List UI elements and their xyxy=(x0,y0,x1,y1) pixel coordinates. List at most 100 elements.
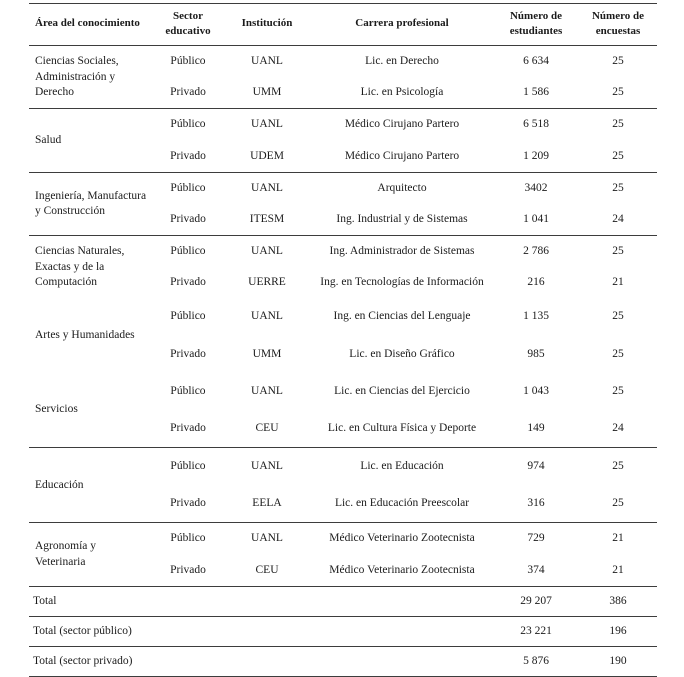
institucion-cell: UDEM xyxy=(250,149,284,162)
carrera-cell: Lic. en Ciencias del Ejercicio xyxy=(334,384,470,397)
header-sector: Sector educativo xyxy=(165,10,211,37)
table-row: Privado ITESM Ing. Industrial y de Siste… xyxy=(29,204,657,236)
sector-cell: Privado xyxy=(170,149,206,162)
encuestas-cell: 25 xyxy=(612,86,624,99)
carrera-cell: Ing. en Tecnologías de Información xyxy=(320,276,484,289)
carrera-cell: Lic. en Derecho xyxy=(365,55,439,68)
table-row: Privado CEU Lic. en Cultura Física y Dep… xyxy=(29,410,657,448)
table-header: Área del conocimiento Sector educativo I… xyxy=(29,4,657,46)
table-row: Salud Público UANL Médico Cirujano Parte… xyxy=(29,109,657,146)
encuestas-cell: 21 xyxy=(612,276,624,289)
group-artes-humanidades: Artes y Humanidades Público UANL Ing. en… xyxy=(29,298,657,372)
carrera-cell: Lic. en Educación Preescolar xyxy=(334,497,470,510)
institucion-cell: UANL xyxy=(251,384,283,397)
sector-cell: Privado xyxy=(170,563,206,576)
page: Área del conocimiento Sector educativo I… xyxy=(0,3,684,677)
table-row: Ciencias Naturales, Exactas y de la Comp… xyxy=(29,236,657,288)
group-salud: Salud Público UANL Médico Cirujano Parte… xyxy=(29,109,657,173)
total-encuestas: 196 xyxy=(609,624,627,637)
table-row: Ingeniería, Manufactura y Construcción P… xyxy=(29,172,657,217)
total-label: Total xyxy=(33,594,57,607)
sector-cell: Privado xyxy=(170,347,206,360)
area-cell: Salud xyxy=(35,133,62,146)
institucion-cell: CEU xyxy=(255,421,279,434)
table-row: Total (sector privado) 5 876 190 xyxy=(29,647,657,677)
estudiantes-cell: 3402 xyxy=(524,181,548,194)
carrera-cell: Lic. en Educación xyxy=(360,460,444,473)
carrera-cell: Médico Veterinario Zootecnista xyxy=(329,532,475,545)
institucion-cell: UANL xyxy=(251,460,283,473)
table-row: Privado UERRE Ing. en Tecnologías de Inf… xyxy=(29,267,657,298)
sector-cell: Privado xyxy=(170,421,206,434)
header-row: Área del conocimiento Sector educativo I… xyxy=(29,4,657,46)
carrera-cell: Ing. en Ciencias del Lenguaje xyxy=(333,310,471,323)
sector-cell: Público xyxy=(170,384,206,397)
institucion-cell: UANL xyxy=(251,55,283,68)
area-cell: Artes y Humanidades xyxy=(35,328,135,341)
institucion-cell: UMM xyxy=(252,86,282,99)
table-row: Artes y Humanidades Público UANL Ing. en… xyxy=(29,298,657,341)
estudiantes-cell: 374 xyxy=(527,563,545,576)
institucion-cell: UANL xyxy=(251,532,283,545)
total-label: Total (sector privado) xyxy=(33,655,133,668)
estudiantes-cell: 985 xyxy=(527,347,545,360)
estudiantes-cell: 6 518 xyxy=(523,118,549,131)
total-encuestas: 190 xyxy=(609,655,627,668)
estudiantes-cell: 1 135 xyxy=(523,310,549,323)
encuestas-cell: 24 xyxy=(612,421,624,434)
encuestas-cell: 25 xyxy=(612,55,624,68)
sector-cell: Privado xyxy=(170,276,206,289)
sector-cell: Privado xyxy=(170,212,206,225)
sector-cell: Privado xyxy=(170,497,206,510)
encuestas-cell: 25 xyxy=(612,118,624,131)
group-ciencias-naturales: Ciencias Naturales, Exactas y de la Comp… xyxy=(29,236,657,299)
institucion-cell: CEU xyxy=(255,563,279,576)
total-row-privado: Total (sector privado) 5 876 190 xyxy=(29,647,657,677)
total-row-general: Total 29 207 386 xyxy=(29,586,657,617)
estudiantes-cell: 316 xyxy=(527,497,545,510)
encuestas-cell: 24 xyxy=(612,212,624,225)
header-estudiantes: Número de estudiantes xyxy=(509,10,563,37)
enrollment-survey-table: Área del conocimiento Sector educativo I… xyxy=(29,3,657,677)
carrera-cell: Ing. Industrial y de Sistemas xyxy=(336,212,468,225)
total-encuestas: 386 xyxy=(609,594,627,607)
group-educacion: Educación Público UANL Lic. en Educación… xyxy=(29,448,657,523)
institucion-cell: UMM xyxy=(252,347,282,360)
table-row: Ciencias Sociales, Administración y Dere… xyxy=(29,46,657,98)
group-servicios: Servicios Público UANL Lic. en Ciencias … xyxy=(29,373,657,448)
encuestas-cell: 21 xyxy=(612,563,624,576)
estudiantes-cell: 216 xyxy=(527,276,545,289)
institucion-cell: UANL xyxy=(251,310,283,323)
sector-cell: Público xyxy=(170,118,206,131)
encuestas-cell: 25 xyxy=(612,245,624,258)
area-cell: Servicios xyxy=(35,403,78,416)
table-row: Privado UDEM Médico Cirujano Partero 1 2… xyxy=(29,141,657,173)
sector-cell: Público xyxy=(170,181,206,194)
institucion-cell: EELA xyxy=(252,497,282,510)
group-ciencias-sociales: Ciencias Sociales, Administración y Dere… xyxy=(29,46,657,109)
carrera-cell: Médico Veterinario Zootecnista xyxy=(329,563,475,576)
group-ingenieria: Ingeniería, Manufactura y Construcción P… xyxy=(29,172,657,236)
sector-cell: Público xyxy=(170,460,206,473)
carrera-cell: Médico Cirujano Partero xyxy=(344,149,460,162)
table-row: Educación Público UANL Lic. en Educación… xyxy=(29,448,657,491)
area-cell: Ciencias Naturales, Exactas y de la Comp… xyxy=(35,245,125,288)
table-row: Total (sector público) 23 221 196 xyxy=(29,616,657,646)
total-estudiantes: 5 876 xyxy=(523,655,549,668)
encuestas-cell: 25 xyxy=(612,181,624,194)
table-row: Agronomía y Veterinaria Público UANL Méd… xyxy=(29,523,657,567)
estudiantes-cell: 2 786 xyxy=(523,245,549,258)
estudiantes-cell: 6 634 xyxy=(523,55,549,68)
estudiantes-cell: 1 041 xyxy=(523,212,549,225)
institucion-cell: UERRE xyxy=(248,276,286,289)
total-estudiantes: 23 221 xyxy=(520,624,552,637)
header-area: Área del conocimiento xyxy=(35,17,140,30)
header-institucion: Institución xyxy=(241,17,293,30)
carrera-cell: Ing. Administrador de Sistemas xyxy=(329,245,475,258)
encuestas-cell: 25 xyxy=(612,347,624,360)
sector-cell: Público xyxy=(170,310,206,323)
header-carrera: Carrera profesional xyxy=(355,17,449,30)
carrera-cell: Médico Cirujano Partero xyxy=(344,118,460,131)
total-label: Total (sector público) xyxy=(33,624,132,637)
institucion-cell: ITESM xyxy=(249,212,285,225)
